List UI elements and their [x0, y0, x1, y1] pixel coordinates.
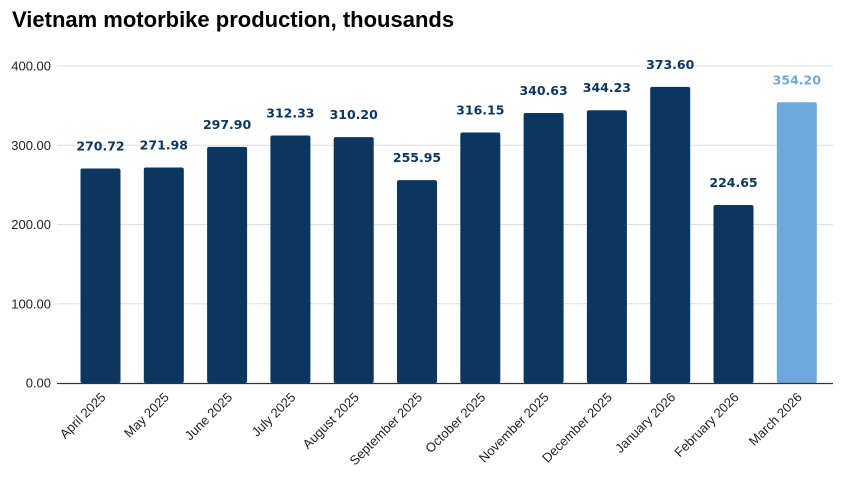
data-label: 255.95 [393, 150, 441, 165]
chart-title: Vietnam motorbike production, thousands [12, 7, 455, 32]
bar [586, 110, 627, 383]
data-label: 270.72 [76, 138, 124, 153]
y-tick-label: 300.00 [11, 138, 51, 153]
data-label: 316.15 [456, 102, 504, 117]
y-tick-label: 0.00 [26, 376, 51, 391]
bar [523, 113, 564, 384]
bar [460, 132, 501, 383]
bar [397, 180, 437, 383]
y-axis: 0.00 100.00 200.00 300.00 400.00 [11, 59, 51, 391]
x-tick-label: May 2025 [121, 390, 172, 441]
data-label: 344.23 [583, 80, 631, 95]
data-label: 312.33 [266, 105, 314, 120]
x-axis: April 2025 May 2025 June 2025 July 2025 Augu… [57, 382, 833, 468]
x-tick-label: March 2026 [746, 390, 805, 449]
data-labels: 270.72 271.98 297.90 312.33 310.20 255.95 316.… [76, 57, 821, 190]
x-tick-label: April 2025 [57, 390, 109, 442]
bar [80, 168, 121, 383]
x-tick-label: August 2025 [300, 390, 362, 452]
bar [333, 137, 374, 383]
bar [143, 167, 184, 383]
bar [713, 204, 754, 383]
bar [776, 102, 817, 383]
gridlines [57, 65, 833, 305]
bars [80, 86, 817, 384]
data-label: 271.98 [140, 137, 188, 152]
data-label: 297.90 [203, 117, 252, 132]
y-tick-label: 100.00 [11, 296, 51, 311]
x-tick-label: October 2025 [422, 390, 488, 456]
y-tick-label: 400.00 [11, 59, 51, 74]
bar [650, 86, 691, 383]
data-label: 224.65 [709, 175, 757, 190]
y-tick-label: 200.00 [11, 217, 51, 232]
x-tick-label: February 2026 [671, 390, 741, 460]
data-label: 354.20 [773, 72, 822, 87]
data-label: 340.63 [519, 83, 567, 98]
bar [207, 146, 248, 383]
data-label: 373.60 [646, 57, 695, 72]
x-tick-label: January 2026 [612, 390, 678, 456]
x-tick-label: July 2025 [249, 390, 299, 440]
bar [270, 135, 311, 383]
x-tick-label: June 2025 [182, 390, 236, 444]
data-label: 310.20 [330, 107, 379, 122]
